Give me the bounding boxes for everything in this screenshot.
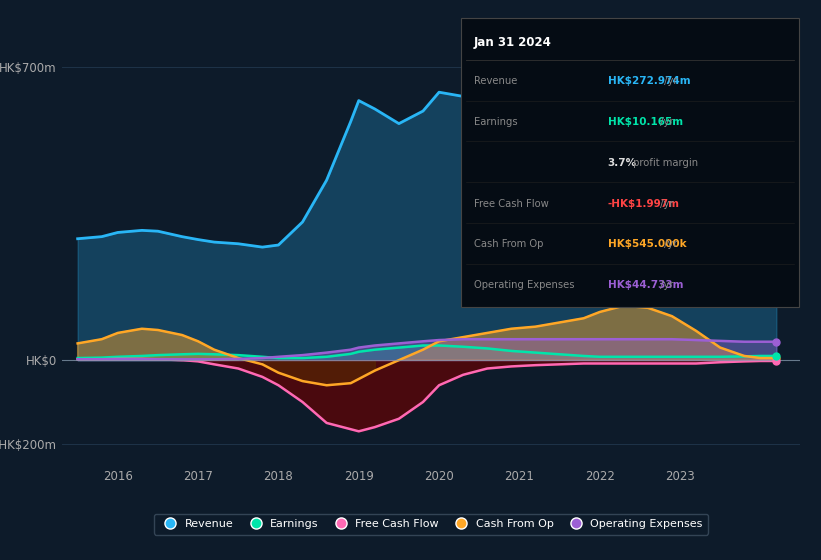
Text: -HK$1.997m: -HK$1.997m <box>608 199 680 208</box>
Text: /yr: /yr <box>657 117 673 127</box>
Text: Operating Expenses: Operating Expenses <box>474 281 574 290</box>
Text: HK$10.165m: HK$10.165m <box>608 117 683 127</box>
Text: 3.7%: 3.7% <box>608 158 636 167</box>
Text: Earnings: Earnings <box>474 117 517 127</box>
Text: /yr: /yr <box>657 281 673 290</box>
Text: HK$272.974m: HK$272.974m <box>608 76 690 86</box>
Text: HK$545.000k: HK$545.000k <box>608 240 686 249</box>
Legend: Revenue, Earnings, Free Cash Flow, Cash From Op, Operating Expenses: Revenue, Earnings, Free Cash Flow, Cash … <box>154 514 709 535</box>
Text: HK$44.733m: HK$44.733m <box>608 281 683 290</box>
Text: /yr: /yr <box>662 240 678 249</box>
Text: Cash From Op: Cash From Op <box>474 240 544 249</box>
Text: Revenue: Revenue <box>474 76 517 86</box>
Text: /yr: /yr <box>662 76 678 86</box>
Text: /yr: /yr <box>657 199 673 208</box>
Text: Jan 31 2024: Jan 31 2024 <box>474 36 552 49</box>
Text: Free Cash Flow: Free Cash Flow <box>474 199 548 208</box>
Text: profit margin: profit margin <box>630 158 698 167</box>
